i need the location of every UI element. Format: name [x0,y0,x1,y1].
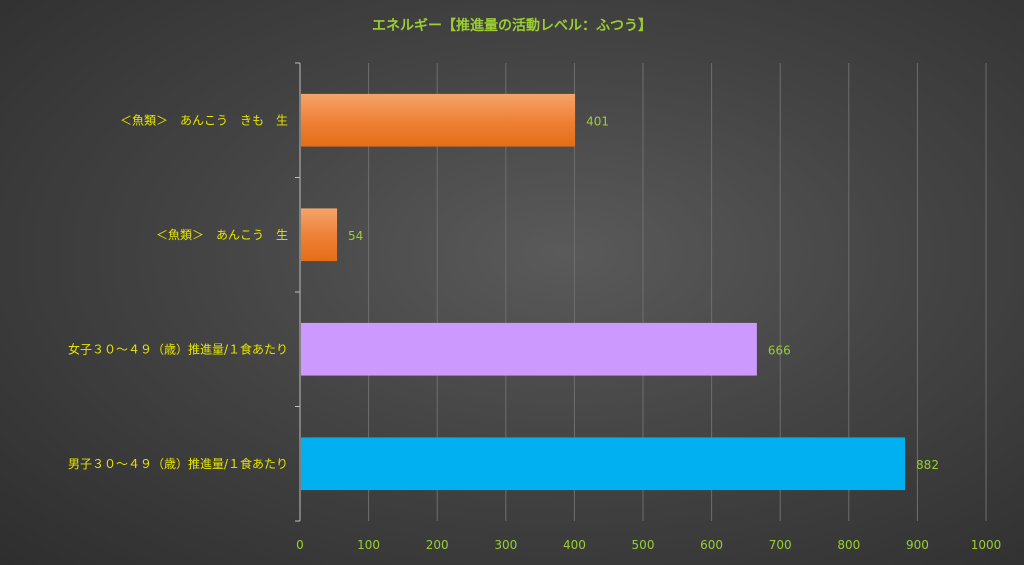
x-tick-label: 600 [700,538,723,552]
category-label: ＜魚類＞ あんこう きも 生 [120,113,288,127]
x-tick-label: 0 [296,538,304,552]
bar [301,437,906,491]
x-tick-label: 1000 [971,538,1002,552]
x-tick-label: 100 [357,538,380,552]
x-tick-label: 700 [769,538,792,552]
x-tick-label: 200 [426,538,449,552]
data-label: 882 [916,458,939,472]
x-tick-label: 800 [837,538,860,552]
data-label: 666 [768,343,791,357]
bar [301,208,338,262]
bars-layer [301,93,906,491]
chart-title: エネルギー【推進量の活動レベル：ふつう】 [372,17,652,34]
x-tick-label: 400 [563,538,586,552]
labels-layer: ＜魚類＞ あんこう きも 生 401 ＜魚類＞ あんこう 生 54 女子３０～４９（歳）… [68,113,939,472]
ticks-layer: 0 100 200 300 400 500 600 700 800 900 1000 [295,62,1002,552]
data-label: 54 [348,229,363,243]
x-tick-label: 900 [906,538,929,552]
x-tick-label: 500 [632,538,655,552]
category-label: 女子３０～４９（歳）推進量/１食あたり [68,341,288,356]
bar [301,322,757,376]
bar [301,93,576,147]
x-tick-label: 300 [494,538,517,552]
category-label: 男子３０～４９（歳）推進量/１食あたり [68,456,288,471]
data-label: 401 [586,114,609,128]
category-label: ＜魚類＞ あんこう 生 [156,228,288,242]
